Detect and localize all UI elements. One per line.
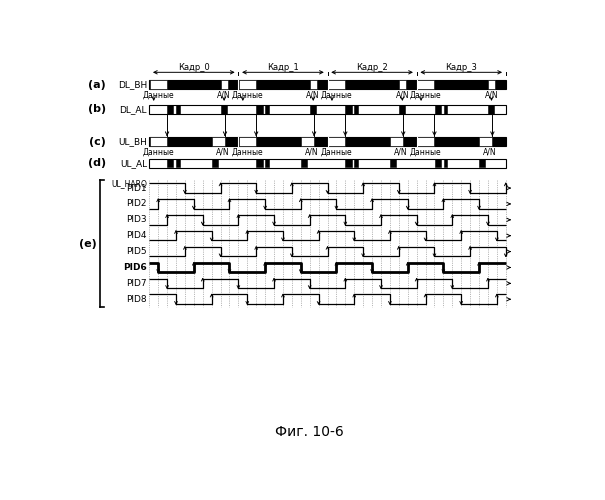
Bar <box>434 105 441 114</box>
Bar <box>149 104 506 114</box>
Bar <box>149 158 506 168</box>
Bar <box>345 159 352 168</box>
Bar <box>399 80 406 89</box>
Bar <box>355 105 358 114</box>
Bar <box>390 138 404 146</box>
Bar <box>265 159 269 168</box>
Text: (e): (e) <box>79 238 97 248</box>
Text: DL_AL: DL_AL <box>119 105 147 114</box>
Bar <box>399 105 405 114</box>
Bar <box>479 138 492 146</box>
Bar <box>310 105 316 114</box>
Text: Данные: Данные <box>142 91 174 100</box>
Bar <box>212 138 225 146</box>
Bar <box>149 138 167 146</box>
Text: Данные: Данные <box>321 148 352 157</box>
Bar <box>355 159 358 168</box>
Text: DL_BH: DL_BH <box>118 80 147 89</box>
Text: Кадр_1: Кадр_1 <box>267 62 299 72</box>
Bar <box>390 159 396 168</box>
Text: PID8: PID8 <box>126 294 147 304</box>
Text: Данные: Данные <box>410 91 442 100</box>
Bar <box>434 159 441 168</box>
Text: PID5: PID5 <box>126 247 147 256</box>
Text: Кадр_3: Кадр_3 <box>445 62 477 72</box>
Text: A/N: A/N <box>217 91 231 100</box>
Text: Данные: Данные <box>232 91 263 100</box>
Text: PID6: PID6 <box>123 263 147 272</box>
Bar <box>167 105 174 114</box>
Bar <box>488 105 494 114</box>
Bar <box>328 80 345 89</box>
Bar <box>345 105 352 114</box>
Text: A/N: A/N <box>306 91 320 100</box>
Text: A/N: A/N <box>485 91 499 100</box>
Bar <box>301 159 307 168</box>
Text: (d): (d) <box>88 158 106 168</box>
Text: PID2: PID2 <box>126 200 147 208</box>
Text: Данные: Данные <box>321 91 352 100</box>
Text: PID4: PID4 <box>126 231 147 240</box>
Bar <box>301 138 314 146</box>
Bar <box>417 80 434 89</box>
Bar <box>443 105 447 114</box>
Text: A/N: A/N <box>483 148 497 157</box>
Text: Данные: Данные <box>410 148 442 157</box>
Text: Фиг. 10-6: Фиг. 10-6 <box>275 425 344 439</box>
Text: Кадр_2: Кадр_2 <box>356 62 388 72</box>
Bar <box>328 138 345 146</box>
Text: Кадр_0: Кадр_0 <box>178 62 210 72</box>
Text: (a): (a) <box>88 80 106 90</box>
Text: UL_HARQ: UL_HARQ <box>111 180 147 188</box>
Bar <box>167 159 174 168</box>
Bar <box>176 105 180 114</box>
Text: A/N: A/N <box>305 148 318 157</box>
Text: UL_AL: UL_AL <box>120 158 147 168</box>
Bar <box>149 80 506 90</box>
Bar <box>239 138 256 146</box>
Bar <box>479 159 485 168</box>
Bar <box>257 105 263 114</box>
Bar <box>149 80 167 89</box>
Bar <box>417 138 434 146</box>
Bar <box>149 137 506 146</box>
Text: Данные: Данные <box>142 148 174 157</box>
Bar <box>310 80 317 89</box>
Bar <box>221 80 227 89</box>
Bar <box>443 159 447 168</box>
Text: Данные: Данные <box>232 148 263 157</box>
Text: PID3: PID3 <box>126 216 147 224</box>
Text: (b): (b) <box>88 104 106 115</box>
Text: A/N: A/N <box>215 148 229 157</box>
Text: A/N: A/N <box>394 148 407 157</box>
Bar <box>212 159 218 168</box>
Text: A/N: A/N <box>396 91 409 100</box>
Bar <box>221 105 227 114</box>
Bar <box>176 159 180 168</box>
Text: UL_BH: UL_BH <box>118 137 147 146</box>
Bar <box>488 80 495 89</box>
Text: PID7: PID7 <box>126 279 147 288</box>
Bar <box>265 105 269 114</box>
Bar <box>239 80 256 89</box>
Text: PID1: PID1 <box>126 184 147 192</box>
Text: (c): (c) <box>89 136 106 146</box>
Bar <box>257 159 263 168</box>
